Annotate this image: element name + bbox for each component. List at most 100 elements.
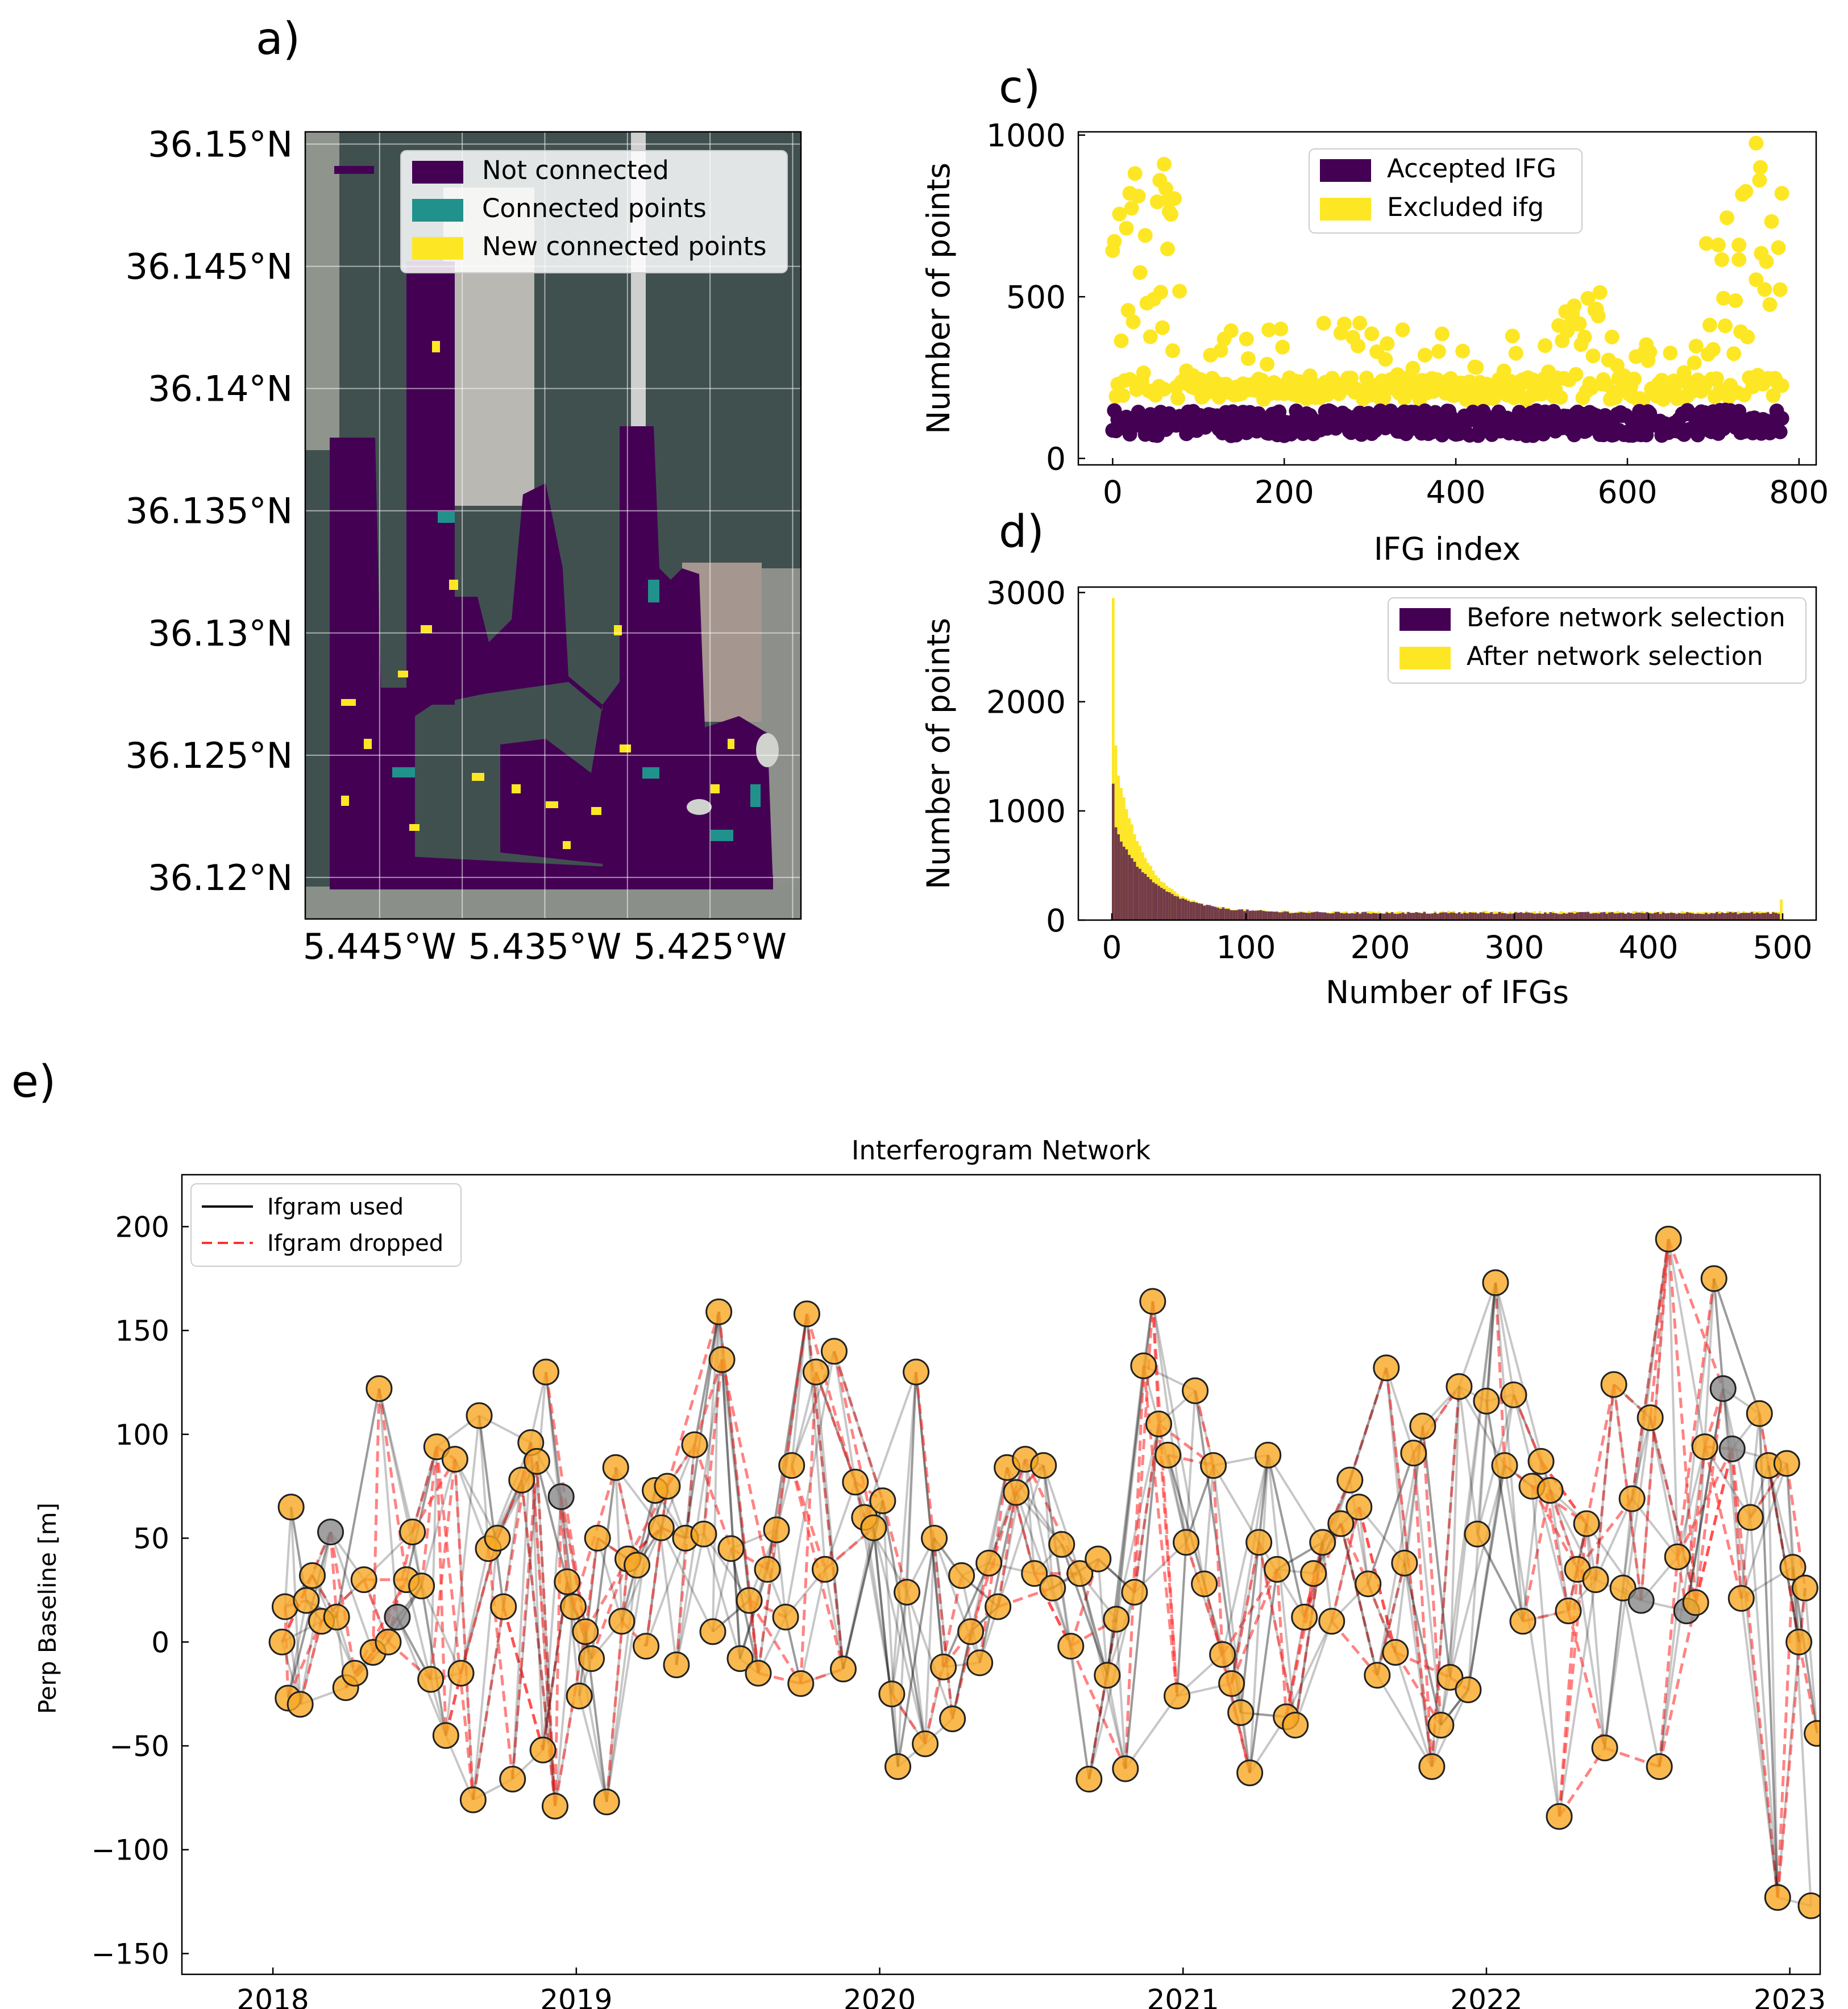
acquisition-node bbox=[566, 1682, 593, 1709]
acquisition-node bbox=[1591, 1735, 1618, 1762]
ifgram-used-edge bbox=[1385, 1367, 1415, 1454]
hist-bar-before bbox=[1203, 905, 1206, 920]
acquisition-node bbox=[1655, 1225, 1682, 1253]
ifgram-used-edge bbox=[1549, 1490, 1570, 1611]
hist-bar-before bbox=[1141, 872, 1144, 920]
ytick-label: 0 bbox=[1046, 440, 1066, 477]
hist-bar-before bbox=[1307, 913, 1311, 920]
excluded-ifg-point bbox=[1213, 343, 1228, 358]
hist-bar-before bbox=[1656, 912, 1659, 920]
ifgram-dropped-edge bbox=[1548, 1490, 1579, 1570]
hist-bar-before bbox=[1342, 913, 1345, 920]
ifgram-used-edge bbox=[1667, 1238, 1706, 1448]
hist-bar-before bbox=[1638, 912, 1641, 920]
ifgram-dropped-edge bbox=[487, 1548, 514, 1779]
excluded-ifg-point bbox=[1127, 166, 1143, 181]
hist-bar-before bbox=[1546, 914, 1550, 920]
map-xtick-label: 5.445°W bbox=[303, 926, 456, 967]
acquisition-node bbox=[787, 1670, 815, 1697]
hist-bar-before bbox=[1385, 912, 1389, 920]
hist-bar-before bbox=[1616, 913, 1619, 920]
hist-bar-before bbox=[1602, 912, 1606, 920]
hist-bar-before bbox=[1680, 913, 1684, 920]
acquisition-node bbox=[1804, 1720, 1820, 1747]
map-ytick-label: 36.12°N bbox=[148, 857, 293, 899]
ifgram-dropped-edge bbox=[420, 1446, 438, 1586]
hist-bar-before bbox=[1610, 912, 1614, 920]
acquisition-node bbox=[1446, 1373, 1473, 1400]
hist-bar-before bbox=[1230, 910, 1233, 920]
hist-bar-before bbox=[1769, 913, 1772, 920]
ifgram-used-edge bbox=[1457, 1386, 1479, 1534]
acquisition-node-excluded bbox=[1718, 1435, 1746, 1462]
ifgram-dropped-edge bbox=[1658, 1602, 1697, 1767]
hist-bar-before bbox=[1487, 913, 1490, 920]
acquisition-node bbox=[1509, 1608, 1536, 1635]
excluded-ifg-point bbox=[1720, 210, 1735, 226]
acquisition-node bbox=[1691, 1433, 1718, 1461]
hist-bar-before bbox=[1568, 912, 1571, 920]
hist-bar-before bbox=[1278, 912, 1281, 920]
excluded-ifg-point bbox=[1364, 326, 1380, 342]
hist-bar-before bbox=[1613, 913, 1617, 920]
ifgram-used-edge bbox=[675, 1533, 705, 1665]
excluded-ifg-point bbox=[1240, 351, 1256, 367]
map-ytick-label: 36.13°N bbox=[148, 613, 293, 654]
acquisition-node bbox=[1318, 1608, 1345, 1635]
hist-bar-before bbox=[1713, 913, 1716, 920]
excluded-ifg-point bbox=[1137, 228, 1153, 243]
hist-bar-before bbox=[1294, 913, 1297, 920]
panel-label-d: d) bbox=[999, 506, 1044, 558]
acquisition-node bbox=[459, 1786, 487, 1813]
hist-bar-before bbox=[1761, 913, 1764, 920]
acquisition-node bbox=[912, 1730, 939, 1757]
excluded-ifg-point bbox=[1718, 318, 1733, 334]
ifgram-used-edge bbox=[720, 1359, 742, 1659]
ytick-label: 1000 bbox=[986, 793, 1066, 830]
ifgram-used-edge bbox=[1758, 1413, 1779, 1898]
ytick-label: 2000 bbox=[986, 684, 1066, 721]
map-xtick-label: 5.425°W bbox=[633, 926, 787, 967]
acquisition-node bbox=[1785, 1628, 1813, 1656]
map-ytick-label: 36.125°N bbox=[126, 735, 293, 776]
excluded-ifg-point bbox=[1275, 339, 1290, 355]
map-gaps bbox=[687, 733, 779, 815]
ifgram-dropped-edge bbox=[590, 1558, 629, 1659]
hist-bar-before bbox=[1170, 893, 1174, 920]
excluded-ifg-point bbox=[1496, 363, 1511, 378]
ifgram-used-edge bbox=[1348, 1367, 1388, 1480]
hist-bar-before bbox=[1332, 913, 1335, 920]
ifgram-used-edge bbox=[978, 1492, 1018, 1663]
ifgram-used-edge bbox=[1115, 1619, 1127, 1769]
excluded-ifg-point bbox=[1505, 328, 1520, 344]
hist-bar-before bbox=[1112, 783, 1115, 920]
hist-bar-before bbox=[1774, 913, 1778, 920]
hist-bar-before bbox=[1525, 912, 1528, 920]
ifgram-dropped-edge bbox=[1339, 1523, 1379, 1676]
ifgram-dropped-edge bbox=[1133, 1301, 1155, 1592]
ytick-label: 200 bbox=[115, 1211, 169, 1243]
hist-bar-before bbox=[1702, 914, 1705, 920]
acquisition-node bbox=[1791, 1574, 1818, 1602]
ifgram-used-edge bbox=[872, 1527, 927, 1744]
hist-bar-before bbox=[1399, 913, 1402, 920]
ifgram-used-edge bbox=[693, 1311, 720, 1445]
ifgram-used-edge bbox=[1631, 1417, 1652, 1499]
ifgram-used-edge bbox=[1448, 1282, 1497, 1678]
hist-bar-before bbox=[1152, 882, 1155, 920]
hist-bar-before bbox=[1128, 855, 1131, 920]
hist-bar-before bbox=[1390, 912, 1394, 920]
acquisition-node bbox=[508, 1466, 535, 1494]
hist-bar-before bbox=[1621, 913, 1625, 920]
accepted-ifg-point bbox=[1772, 424, 1788, 439]
ifgram-dropped-edge bbox=[1685, 1446, 1706, 1611]
hist-bar-before bbox=[1766, 912, 1770, 920]
ifgram-used-edge bbox=[1458, 1282, 1497, 1387]
ifgram-dropped-edge bbox=[693, 1444, 733, 1549]
excluded-ifg-point bbox=[1156, 381, 1172, 397]
xtick-label: 0 bbox=[1102, 929, 1122, 966]
ifgram-dropped-edge bbox=[1024, 1458, 1082, 1574]
ifgram-used-edge bbox=[1667, 1239, 1679, 1557]
ifgram-dropped-edge bbox=[645, 1486, 669, 1646]
hist-bar-before bbox=[1501, 913, 1504, 920]
